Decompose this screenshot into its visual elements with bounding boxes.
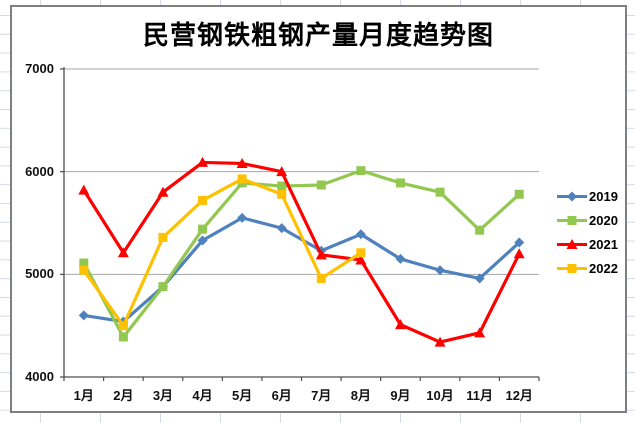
chart-frame[interactable]: 民营钢铁粗钢产量月度趋势图 4000 5000 6000 7000 1月 2月 3月 4月 5… xyxy=(10,5,627,413)
legend-item-2022[interactable]: 2022 xyxy=(556,256,618,280)
data-point-2022-5月[interactable] xyxy=(237,174,247,184)
legend-marker-square-icon xyxy=(557,215,587,225)
data-point-2022-6月[interactable] xyxy=(277,189,287,199)
legend-item-2019[interactable]: 2019 xyxy=(556,184,618,208)
line-chart-plot xyxy=(60,67,540,381)
data-point-2021-12月[interactable] xyxy=(513,248,525,259)
data-point-2019-11月[interactable] xyxy=(474,273,485,284)
data-point-2020-3月[interactable] xyxy=(158,282,168,292)
x-axis-label-9月: 9月 xyxy=(390,388,411,403)
data-point-2022-2月[interactable] xyxy=(118,321,128,331)
data-point-2019-8月[interactable] xyxy=(355,229,366,240)
y-axis-label-7000: 7000 xyxy=(25,61,54,76)
data-point-2022-4月[interactable] xyxy=(198,195,208,205)
data-point-2021-1月[interactable] xyxy=(78,184,90,195)
series-line-2020[interactable] xyxy=(82,169,521,339)
y-axis-label-5000: 5000 xyxy=(25,266,54,282)
legend-marker-diamond-icon xyxy=(557,191,587,201)
x-axis-label-8月: 8月 xyxy=(350,388,371,403)
data-point-2019-5月[interactable] xyxy=(237,212,248,223)
data-point-2020-1月[interactable] xyxy=(79,258,89,268)
legend-marker-square-icon xyxy=(557,263,587,273)
x-axis-label-3月: 3月 xyxy=(152,388,174,403)
data-point-2021-5月[interactable] xyxy=(236,157,248,168)
x-axis-label-11月: 11月 xyxy=(466,388,493,403)
data-point-2020-10月[interactable] xyxy=(435,187,445,197)
data-point-2020-4月[interactable] xyxy=(198,224,208,234)
legend-marker-triangle-icon xyxy=(557,238,587,249)
data-point-2020-9月[interactable] xyxy=(395,178,405,188)
y-axis-label-6000: 6000 xyxy=(25,163,54,179)
x-axis-label-6月: 6月 xyxy=(271,388,292,403)
data-point-2020-8月[interactable] xyxy=(356,166,366,176)
data-point-2022-1月[interactable] xyxy=(79,265,89,275)
data-point-2021-6月[interactable] xyxy=(276,166,288,177)
x-axis-label-4月: 4月 xyxy=(192,388,213,403)
data-point-2022-3月[interactable] xyxy=(158,232,168,242)
data-point-2019-1月[interactable] xyxy=(78,310,89,321)
data-point-2021-4月[interactable] xyxy=(197,156,209,167)
data-point-2021-7月[interactable] xyxy=(315,249,327,260)
data-point-2021-10月[interactable] xyxy=(434,336,446,347)
data-point-2021-2月[interactable] xyxy=(117,247,129,258)
legend-item-2021[interactable]: 2021 xyxy=(556,232,618,256)
data-point-2019-12月[interactable] xyxy=(514,237,525,248)
data-point-2019-4月[interactable] xyxy=(197,235,208,246)
x-axis-label-5月: 5月 xyxy=(232,388,253,403)
data-point-2019-6月[interactable] xyxy=(276,223,287,234)
data-point-2022-7月[interactable] xyxy=(316,273,326,283)
data-point-2020-2月[interactable] xyxy=(118,332,128,342)
chart-title: 民营钢铁粗钢产量月度趋势图 xyxy=(142,21,494,50)
x-axis-label-12月: 12月 xyxy=(505,388,533,403)
data-point-2020-12月[interactable] xyxy=(514,189,524,199)
data-point-2020-11月[interactable] xyxy=(475,225,485,235)
legend-label: 2019 xyxy=(589,188,618,204)
x-axis-label-1月: 1月 xyxy=(73,388,94,403)
y-axis-label-4000: 4000 xyxy=(25,369,54,384)
data-point-2021-8月[interactable] xyxy=(355,254,367,265)
chart-legend[interactable]: 2019 2020 2021 2022 xyxy=(556,184,618,280)
data-point-2021-3月[interactable] xyxy=(157,186,169,197)
legend-label: 2020 xyxy=(589,212,618,228)
series-line-2021[interactable] xyxy=(82,160,521,344)
data-point-2020-6月[interactable] xyxy=(277,181,287,191)
x-axis-label-2月: 2月 xyxy=(113,388,134,403)
x-axis-label-7月: 7月 xyxy=(311,388,332,403)
data-point-2022-8月[interactable] xyxy=(356,248,366,258)
data-point-2019-10月[interactable] xyxy=(435,265,446,276)
x-axis-label-10月: 10月 xyxy=(426,388,454,403)
data-point-2021-11月[interactable] xyxy=(474,327,486,338)
legend-item-2020[interactable]: 2020 xyxy=(556,208,618,232)
series-line-2022[interactable] xyxy=(82,177,363,328)
data-point-2020-7月[interactable] xyxy=(316,180,326,190)
legend-label: 2021 xyxy=(589,236,618,252)
legend-label: 2022 xyxy=(589,260,618,276)
data-point-2021-9月[interactable] xyxy=(394,319,406,330)
